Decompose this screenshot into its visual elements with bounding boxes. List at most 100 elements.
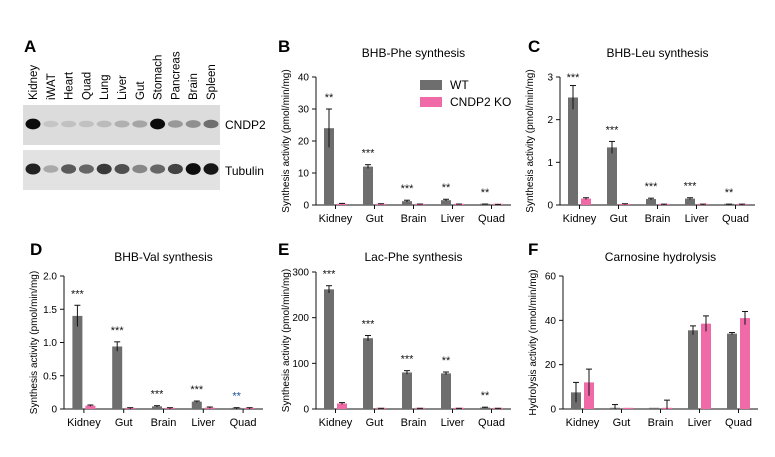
y-tick-label: 0 [547, 201, 553, 212]
bar-wt [568, 97, 578, 205]
chart-panel-c: C BHB-Leu synthesis 0 1 2 3 Synthesis activity… [525, 37, 755, 225]
y-tick-label: 40 [545, 316, 557, 327]
cndp2-band [78, 120, 94, 128]
bar-cndp2-ko [376, 203, 386, 205]
blot-lane-labels: Kidney iWAT Heart Quad Lung Liver Gut Stomach Pa… [28, 51, 218, 100]
significance-marker: *** [645, 181, 659, 193]
panel-letter: F [528, 240, 538, 259]
significance-marker: *** [190, 384, 204, 396]
y-axis-label: Hydrolysis activity (nmol/min/mg) [528, 269, 539, 415]
panel-letter: D [30, 240, 42, 259]
x-tick-label: Brain [151, 417, 177, 429]
bar-wt [363, 166, 373, 205]
blot-lane-label: iWAT [46, 73, 58, 100]
x-tick-label: Brain [401, 213, 427, 225]
significance-marker: *** [567, 72, 581, 84]
bar-wt [441, 200, 451, 205]
tubulin-bands [25, 163, 219, 175]
panel-letter-a: A [24, 37, 36, 56]
blot-lane-label: Lung [99, 74, 111, 100]
y-tick-label: 60 [545, 272, 557, 283]
bar-cndp2-ko [337, 203, 347, 205]
significance-marker: ** [442, 355, 451, 367]
x-tick-label: Kidney [563, 213, 597, 225]
bar-wt [646, 199, 656, 205]
chart-title: BHB-Phe synthesis [362, 46, 465, 60]
y-tick-label: 0.5 [43, 371, 57, 382]
chart-title: Lac-Phe synthesis [364, 250, 462, 264]
cndp2-band [61, 120, 77, 128]
significance-marker: *** [362, 318, 376, 330]
tubulin-band [132, 164, 148, 174]
x-tick-label: Liver [191, 417, 215, 429]
tubulin-band [167, 163, 183, 175]
bar-wt [685, 198, 695, 205]
cndp2-band [150, 118, 166, 130]
significance-marker: ** [442, 182, 451, 194]
bar-wt [112, 346, 123, 409]
chart-panel-f: F Carnosine hydrolysis 0 20 40 60 Hydrolysis a… [528, 240, 758, 429]
cndp2-band [132, 120, 148, 128]
panel-letter: B [278, 37, 290, 56]
significance-marker: ** [725, 187, 734, 199]
y-tick-label: 10 [298, 169, 310, 180]
blot-lane-label: Kidney [28, 65, 40, 100]
cndp2-band [43, 120, 59, 128]
legend-swatch-ko [420, 97, 442, 107]
bar-wt [441, 373, 451, 409]
x-tick-label: Brain [645, 213, 671, 225]
panel-letter: C [528, 37, 540, 56]
x-tick-label: Quad [725, 417, 752, 429]
x-tick-label: Gut [115, 417, 133, 429]
y-tick-label: 1.0 [43, 338, 57, 349]
x-tick-label: Brain [401, 417, 427, 429]
bar-cndp2-ko [85, 405, 96, 409]
y-tick-label: 2 [547, 115, 553, 126]
tubulin-band [185, 163, 201, 175]
x-tick-label: Liver [688, 417, 712, 429]
cndp2-band [25, 118, 41, 130]
blot-lane-label: Brain [188, 73, 200, 100]
significance-marker: ** [481, 187, 490, 199]
significance-marker: ** [232, 391, 241, 403]
blot-lane-label: Gut [135, 81, 147, 100]
bar-wt [688, 330, 698, 409]
legend-label-ko: CNDP2 KO [450, 95, 511, 109]
cndp2-bands [25, 118, 219, 130]
significance-marker: *** [362, 148, 376, 160]
y-tick-label: 0 [303, 405, 309, 416]
blot-lane-label: Quad [81, 72, 93, 100]
y-tick-label: 1.5 [43, 305, 57, 316]
bar-wt [191, 401, 202, 409]
x-tick-label: Gut [610, 213, 628, 225]
y-tick-label: 200 [292, 313, 309, 324]
blot-lane-label: Spleen [206, 64, 218, 100]
y-tick-label: 2.0 [43, 272, 57, 283]
tubulin-band [43, 165, 59, 173]
y-axis-label: Synthesis activity (pmol/min/mg) [525, 69, 536, 212]
x-tick-label: Kidney [566, 417, 600, 429]
significance-marker: ** [325, 92, 334, 104]
x-tick-label: Brain [648, 417, 674, 429]
y-tick-label: 100 [292, 359, 309, 370]
y-tick-label: 20 [545, 360, 557, 371]
bar-wt [72, 315, 83, 409]
bar-wt [324, 128, 334, 205]
tubulin-band [203, 163, 219, 175]
tubulin-band [114, 164, 130, 174]
chart-title: Carnosine hydrolysis [605, 250, 716, 264]
significance-marker: ** [481, 390, 490, 402]
y-tick-label: 1 [547, 158, 553, 169]
bar-wt [324, 289, 334, 409]
cndp2-band [167, 120, 183, 128]
x-tick-label: Quad [722, 213, 749, 225]
y-tick-label: 3 [547, 73, 553, 84]
cndp2-band [185, 120, 201, 128]
panel-a: A Kidney iWAT Heart Quad Lung Liver Gut Stomach… [23, 37, 266, 190]
significance-marker: *** [151, 389, 165, 401]
band-label-cndp2: CNDP2 [225, 118, 266, 132]
y-tick-label: 0 [303, 201, 309, 212]
